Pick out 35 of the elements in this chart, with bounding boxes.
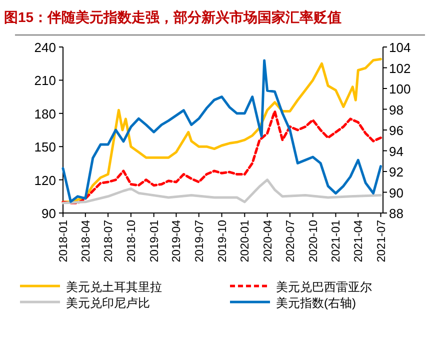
y2-tick-label: 104 xyxy=(389,40,411,55)
y2-tick-label: 96 xyxy=(389,123,404,138)
y2-tick-label: 102 xyxy=(389,60,411,76)
y-tick-label: 120 xyxy=(34,172,56,188)
y2-tick-label: 94 xyxy=(389,144,404,159)
y-tick-label: 240 xyxy=(34,40,56,55)
y2-tick-label: 98 xyxy=(389,102,404,118)
y2-tick-label: 90 xyxy=(389,185,404,200)
x-tick-label: 2020-07 xyxy=(284,220,297,262)
legend-label: 美元兑印尼卢比 xyxy=(66,296,150,310)
x-tick-label: 2018-10 xyxy=(126,220,138,262)
legend-label: 美元兑巴西雷亚尔 xyxy=(276,280,372,294)
x-tick-label: 2020-01 xyxy=(240,220,252,262)
y-tick-label: 180 xyxy=(34,106,56,122)
x-tick-label: 2018-01 xyxy=(58,220,70,262)
x-tick-label: 2019-04 xyxy=(171,219,184,262)
x-tick-label: 2019-01 xyxy=(148,220,161,262)
x-tick-label: 2018-04 xyxy=(80,219,92,262)
legend-label: 美元指数(右轴) xyxy=(276,296,356,310)
x-tick-label: 2019-10 xyxy=(216,220,229,262)
y2-tick-label: 92 xyxy=(389,164,404,180)
x-tick-label: 2020-10 xyxy=(308,220,320,262)
y-tick-label: 210 xyxy=(34,73,56,88)
x-tick-label: 2021-01 xyxy=(330,220,343,262)
y2-tick-label: 100 xyxy=(389,82,411,96)
x-tick-label: 2021-07 xyxy=(376,220,388,262)
chart-title: 图15：伴随美元指数走强，部分新兴市场国家汇率贬值 xyxy=(4,9,342,25)
x-tick-label: 2018-07 xyxy=(103,220,116,262)
x-tick-label: 2021-04 xyxy=(353,219,366,262)
legend-label: 美元兑土耳其里拉 xyxy=(66,280,162,294)
x-tick-label: 2020-04 xyxy=(262,219,274,262)
y2-tick-label: 88 xyxy=(389,206,404,221)
x-tick-label: 2019-07 xyxy=(194,220,206,262)
y-tick-label: 150 xyxy=(34,140,56,155)
y-tick-label: 90 xyxy=(42,206,56,221)
